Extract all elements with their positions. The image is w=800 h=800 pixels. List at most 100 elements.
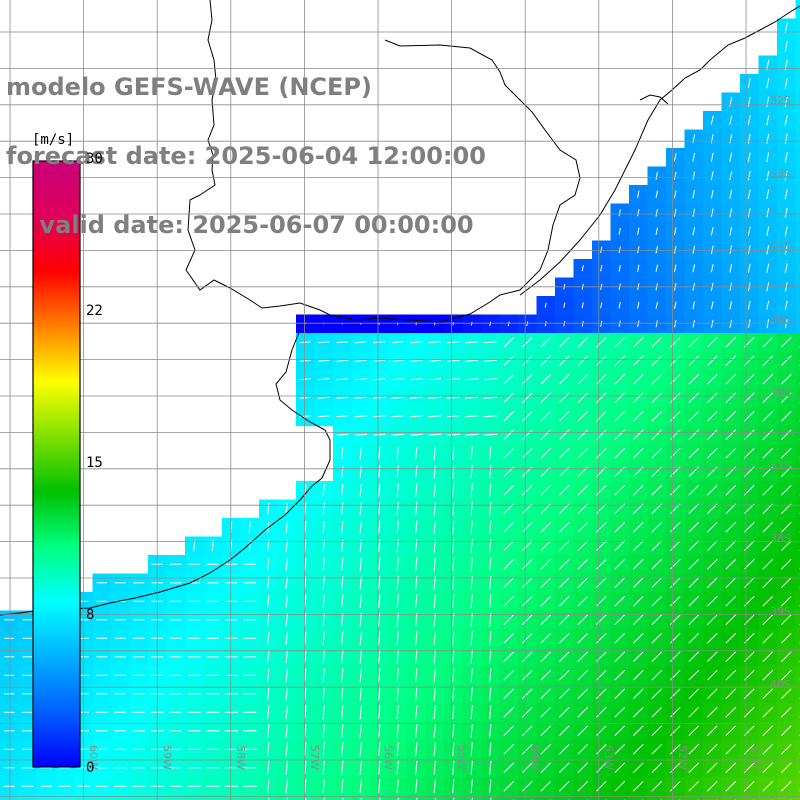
wind-arrow <box>669 410 681 422</box>
wind-arrow <box>725 540 737 552</box>
field-cell <box>795 259 800 279</box>
wind-arrow <box>540 355 551 366</box>
field-cell <box>296 795 316 800</box>
wind-arrow <box>318 378 330 381</box>
wind-arrow <box>674 245 677 254</box>
wind-arrow <box>522 374 533 385</box>
wind-arrow <box>428 359 441 362</box>
field-cell <box>407 795 427 800</box>
field-cell <box>444 795 464 800</box>
wind-arrow <box>669 521 681 533</box>
wind-arrow <box>577 429 589 441</box>
wind-arrow <box>577 447 589 459</box>
wind-arrow <box>336 415 349 418</box>
wind-arrow <box>706 540 718 552</box>
wind-arrow <box>558 614 570 626</box>
field-cell <box>740 795 760 800</box>
wind-arrow <box>563 302 566 309</box>
wind-arrow <box>428 341 441 344</box>
wind-arrow <box>577 632 589 644</box>
wind-arrow <box>540 429 552 441</box>
field-cell <box>185 795 205 800</box>
wind-arrow <box>470 501 473 516</box>
wind-arrow <box>637 301 640 309</box>
wind-arrow <box>669 706 681 718</box>
wind-arrow <box>780 392 792 404</box>
wind-arrow <box>710 152 714 162</box>
wind-arrow <box>452 483 455 498</box>
wind-arrow <box>341 649 344 664</box>
wind-arrow <box>577 743 589 755</box>
wind-arrow <box>285 613 288 627</box>
wind-arrow <box>558 577 570 589</box>
field-cell <box>795 758 800 778</box>
field-cell <box>18 795 38 800</box>
wind-arrow <box>336 396 349 399</box>
wind-arrow <box>433 742 436 757</box>
map-title: modelo GEFS-WAVE (NCEP) forecast date: 2… <box>6 30 486 260</box>
wind-arrow <box>341 594 344 608</box>
wind-arrow <box>618 246 621 254</box>
wind-arrow <box>692 227 696 236</box>
wind-arrow <box>336 359 348 362</box>
wind-arrow <box>762 595 774 607</box>
wind-arrow <box>669 373 681 385</box>
wind-arrow <box>559 337 570 348</box>
wind-arrow <box>433 538 436 553</box>
wind-arrow <box>632 743 644 755</box>
wind-arrow <box>558 632 570 644</box>
field-cell <box>92 795 112 800</box>
wind-arrow <box>336 433 349 436</box>
wind-arrow <box>780 762 792 774</box>
wind-arrow <box>762 725 774 737</box>
wind-arrow <box>632 410 644 422</box>
wind-arrow <box>322 760 325 775</box>
wind-arrow <box>614 762 626 774</box>
wind-arrow <box>651 614 663 626</box>
wind-arrow <box>503 392 514 403</box>
wind-arrow <box>688 651 700 663</box>
wind-arrow <box>378 649 381 664</box>
field-cell <box>795 555 800 575</box>
wind-arrow <box>558 725 570 737</box>
wind-arrow <box>503 595 515 607</box>
wind-arrow <box>503 688 515 700</box>
wind-arrow <box>762 651 774 663</box>
wind-arrow <box>577 725 589 737</box>
wind-arrow <box>577 688 589 700</box>
wind-arrow <box>669 336 681 348</box>
wind-arrow <box>304 705 307 720</box>
field-cell <box>462 795 482 800</box>
wind-arrow <box>784 300 788 311</box>
field-cell <box>55 795 75 800</box>
wind-arrow <box>489 705 492 720</box>
wind-arrow <box>725 762 737 774</box>
field-cell <box>795 185 800 205</box>
wind-arrow <box>433 760 436 775</box>
wind-arrow <box>396 594 399 609</box>
wind-arrow <box>373 341 386 344</box>
wind-arrow <box>433 649 436 664</box>
wind-arrow <box>415 465 418 479</box>
wind-arrow <box>540 337 551 348</box>
wind-arrow <box>632 651 644 663</box>
wind-arrow <box>618 264 621 272</box>
wind-arrow <box>692 264 695 273</box>
wind-arrow <box>766 115 770 126</box>
field-cell <box>795 573 800 593</box>
wind-arrow <box>433 501 436 516</box>
wind-arrow <box>526 321 529 327</box>
wind-arrow <box>521 484 533 496</box>
wind-arrow <box>577 595 589 607</box>
wind-arrow <box>706 743 718 755</box>
field-cell <box>0 795 20 800</box>
wind-arrow <box>341 742 344 757</box>
wind-arrow <box>558 651 570 663</box>
lon-label: 54W <box>529 745 542 770</box>
wind-arrow <box>391 378 404 381</box>
wind-arrow <box>540 706 552 718</box>
wind-arrow <box>614 429 626 441</box>
wind-arrow <box>507 321 510 327</box>
wind-arrow <box>780 614 792 626</box>
wind-arrow <box>359 557 362 571</box>
